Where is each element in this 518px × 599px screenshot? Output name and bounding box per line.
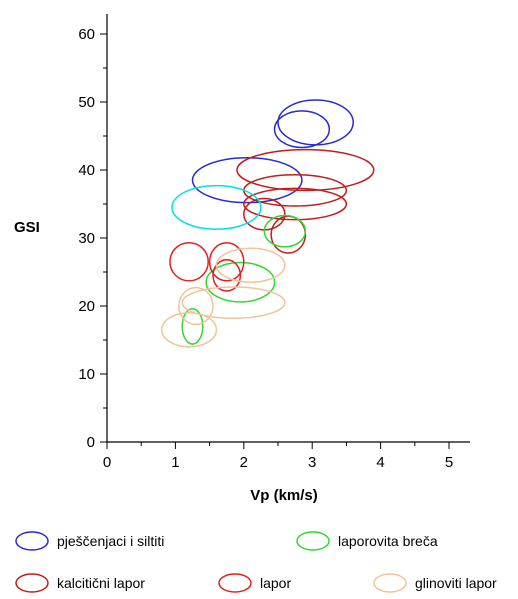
legend: pješčenjaci i siltiti laporovita breča kal… <box>15 531 497 593</box>
ellipse-layer <box>160 99 375 348</box>
x-axis-label: Vp (km/s) <box>250 487 318 504</box>
x-tick-labels: 0 1 2 3 4 5 <box>103 454 453 471</box>
legend-swatch <box>296 531 330 551</box>
data-ellipse <box>205 261 276 303</box>
data-ellipse <box>236 148 375 192</box>
data-ellipse <box>212 259 242 292</box>
legend-label: lapor <box>260 575 291 591</box>
legend-item: pješčenjaci i siltiti <box>15 531 164 551</box>
legend-swatch <box>218 573 252 593</box>
x-tick-label: 5 <box>445 454 453 471</box>
legend-label: pješčenjaci i siltiti <box>57 533 164 549</box>
legend-item: lapor <box>218 573 291 593</box>
data-ellipse <box>160 312 218 348</box>
data-ellipse <box>215 247 286 283</box>
y-tick-label: 60 <box>78 26 95 43</box>
data-ellipse <box>277 99 354 146</box>
tick-marks <box>100 33 450 449</box>
data-ellipse <box>181 307 204 345</box>
y-tick-label: 30 <box>78 230 95 247</box>
legend-label: kalcitični lapor <box>57 575 145 591</box>
x-tick-label: 4 <box>376 454 384 471</box>
data-ellipse <box>171 184 262 230</box>
data-ellipse <box>169 242 209 282</box>
data-ellipse <box>263 214 307 248</box>
legend-swatch <box>15 573 49 593</box>
legend-label: glinoviti lapor <box>415 575 497 591</box>
y-tick-labels: 0 10 20 30 40 50 60 <box>78 26 95 451</box>
data-ellipse <box>208 242 245 282</box>
x-tick-label: 0 <box>103 454 111 471</box>
legend-item: laporovita breča <box>296 531 438 551</box>
legend-label: laporovita breča <box>338 533 438 549</box>
legend-item: glinoviti lapor <box>373 573 497 593</box>
legend-swatch <box>373 573 407 593</box>
data-ellipse <box>178 286 214 326</box>
y-tick-label: 20 <box>78 298 95 315</box>
x-tick-label: 3 <box>308 454 316 471</box>
data-ellipse <box>181 286 286 319</box>
data-ellipse <box>191 157 303 204</box>
y-tick-label: 50 <box>78 94 95 111</box>
axes <box>106 14 470 443</box>
legend-item: kalcitični lapor <box>15 573 145 593</box>
data-ellipse <box>273 110 331 149</box>
x-tick-label: 1 <box>171 454 179 471</box>
x-tick-label: 2 <box>240 454 248 471</box>
y-tick-label: 10 <box>78 366 95 383</box>
y-tick-label: 0 <box>87 434 95 451</box>
legend-swatch <box>15 531 49 551</box>
y-tick-label: 40 <box>78 162 95 179</box>
data-ellipse <box>243 187 348 221</box>
y-axis-label: GSI <box>14 219 40 236</box>
